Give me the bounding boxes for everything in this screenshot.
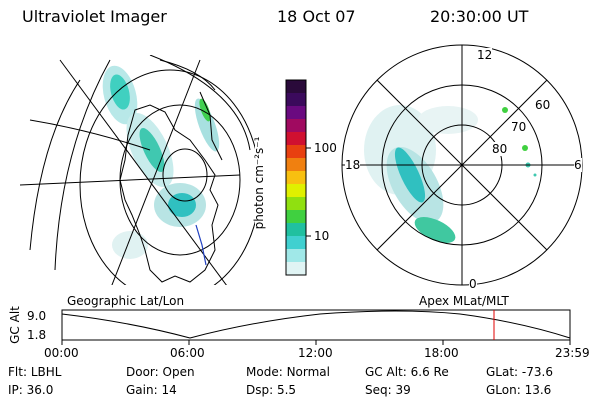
info-glon: GLon: 13.6 <box>486 383 552 397</box>
date-label: 18 Oct 07 <box>277 7 356 26</box>
info-flt: Flt: LBHL <box>8 365 62 379</box>
colorbar-band <box>286 80 306 94</box>
colorbar-band <box>286 106 306 120</box>
instrument-title: Ultraviolet Imager <box>22 7 167 26</box>
info-seq: Seq: 39 <box>365 383 411 397</box>
colorbar-band <box>286 184 306 198</box>
timeline-ylabel: GC Alt <box>8 306 22 344</box>
colorbar-band <box>286 93 306 107</box>
colorbar-band <box>286 132 306 146</box>
colorbar-band <box>286 223 306 237</box>
polar-grid <box>341 44 583 286</box>
colorbar-band <box>286 158 306 172</box>
colorbar-band <box>286 119 306 133</box>
mlt-label-12: 12 <box>477 48 493 62</box>
timeline-xtick: 23:59 <box>555 346 590 360</box>
colorbar-band <box>286 171 306 185</box>
left-map-label: Geographic Lat/Lon <box>67 294 185 308</box>
timeline-xtick: 18:00 <box>424 346 459 360</box>
mlat-label-70: 70 <box>511 120 527 134</box>
colorbar-band <box>286 197 306 211</box>
info-glat: GLat: -73.6 <box>486 365 553 379</box>
colorbar-band <box>286 210 306 224</box>
timeline-ymax: 9.0 <box>27 309 47 323</box>
mlt-label-6: 6 <box>574 158 582 172</box>
mlt-label-18: 18 <box>345 158 361 172</box>
right-map-label: Apex MLat/MLT <box>419 294 509 308</box>
info-ip: IP: 36.0 <box>8 383 54 397</box>
mlat-label-60: 60 <box>535 98 551 112</box>
info-mode: Mode: Normal <box>246 365 330 379</box>
info-gain: Gain: 14 <box>126 383 177 397</box>
timeline-xtick: 06:00 <box>170 346 205 360</box>
colorbar-band <box>286 236 306 250</box>
timeline-xtick: 12:00 <box>298 346 333 360</box>
time-label: 20:30:00 UT <box>430 7 529 26</box>
left-graticule <box>20 55 255 285</box>
continent-outline <box>119 104 219 283</box>
colorbar-band <box>286 262 306 276</box>
colorbar-tick-100: 100 <box>314 141 337 155</box>
info-gc-alt: GC Alt: 6.6 Re <box>365 365 449 379</box>
timeline-ymin: 1.8 <box>27 328 47 342</box>
colorbar-tick-10: 10 <box>314 229 330 243</box>
timeline-xtick: 00:00 <box>44 346 79 360</box>
colorbar-band <box>286 249 306 263</box>
info-door: Door: Open <box>126 365 195 379</box>
mlat-label-80: 80 <box>492 142 508 156</box>
mlt-label-0: 0 <box>469 277 477 291</box>
info-dsp: Dsp: 5.5 <box>246 383 297 397</box>
colorbar-band <box>286 145 306 159</box>
